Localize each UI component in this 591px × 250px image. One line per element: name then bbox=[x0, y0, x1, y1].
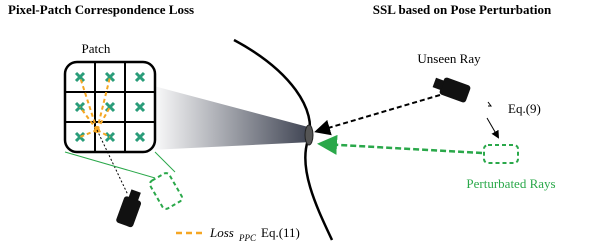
legend-name: Loss bbox=[209, 225, 234, 240]
unseen-ray bbox=[318, 95, 440, 131]
perturbated-label: Perturbated Rays bbox=[466, 176, 555, 191]
unseen-ray-label: Unseen Ray bbox=[417, 51, 481, 66]
perturb-arrow bbox=[487, 118, 498, 137]
perturb-link bbox=[155, 152, 175, 172]
eq-mark bbox=[488, 102, 491, 106]
perturbed-ray bbox=[322, 144, 482, 153]
diagram: Pixel-Patch Correspondence Loss SSL base… bbox=[0, 0, 591, 250]
perturbed-camera bbox=[484, 145, 518, 163]
view-cone bbox=[150, 85, 312, 150]
camera bbox=[431, 74, 471, 103]
patch-label: Patch bbox=[82, 41, 111, 56]
legend-subscript: PPC bbox=[238, 233, 257, 243]
lens bbox=[305, 125, 313, 145]
left-title: Pixel-Patch Correspondence Loss bbox=[8, 2, 194, 17]
perturb-link bbox=[65, 152, 155, 178]
camera bbox=[115, 188, 144, 228]
patch-grid bbox=[65, 62, 155, 152]
eq9-label: Eq.(9) bbox=[508, 101, 541, 116]
legend-equation: Eq.(11) bbox=[261, 225, 300, 240]
right-title: SSL based on Pose Perturbation bbox=[373, 2, 552, 17]
